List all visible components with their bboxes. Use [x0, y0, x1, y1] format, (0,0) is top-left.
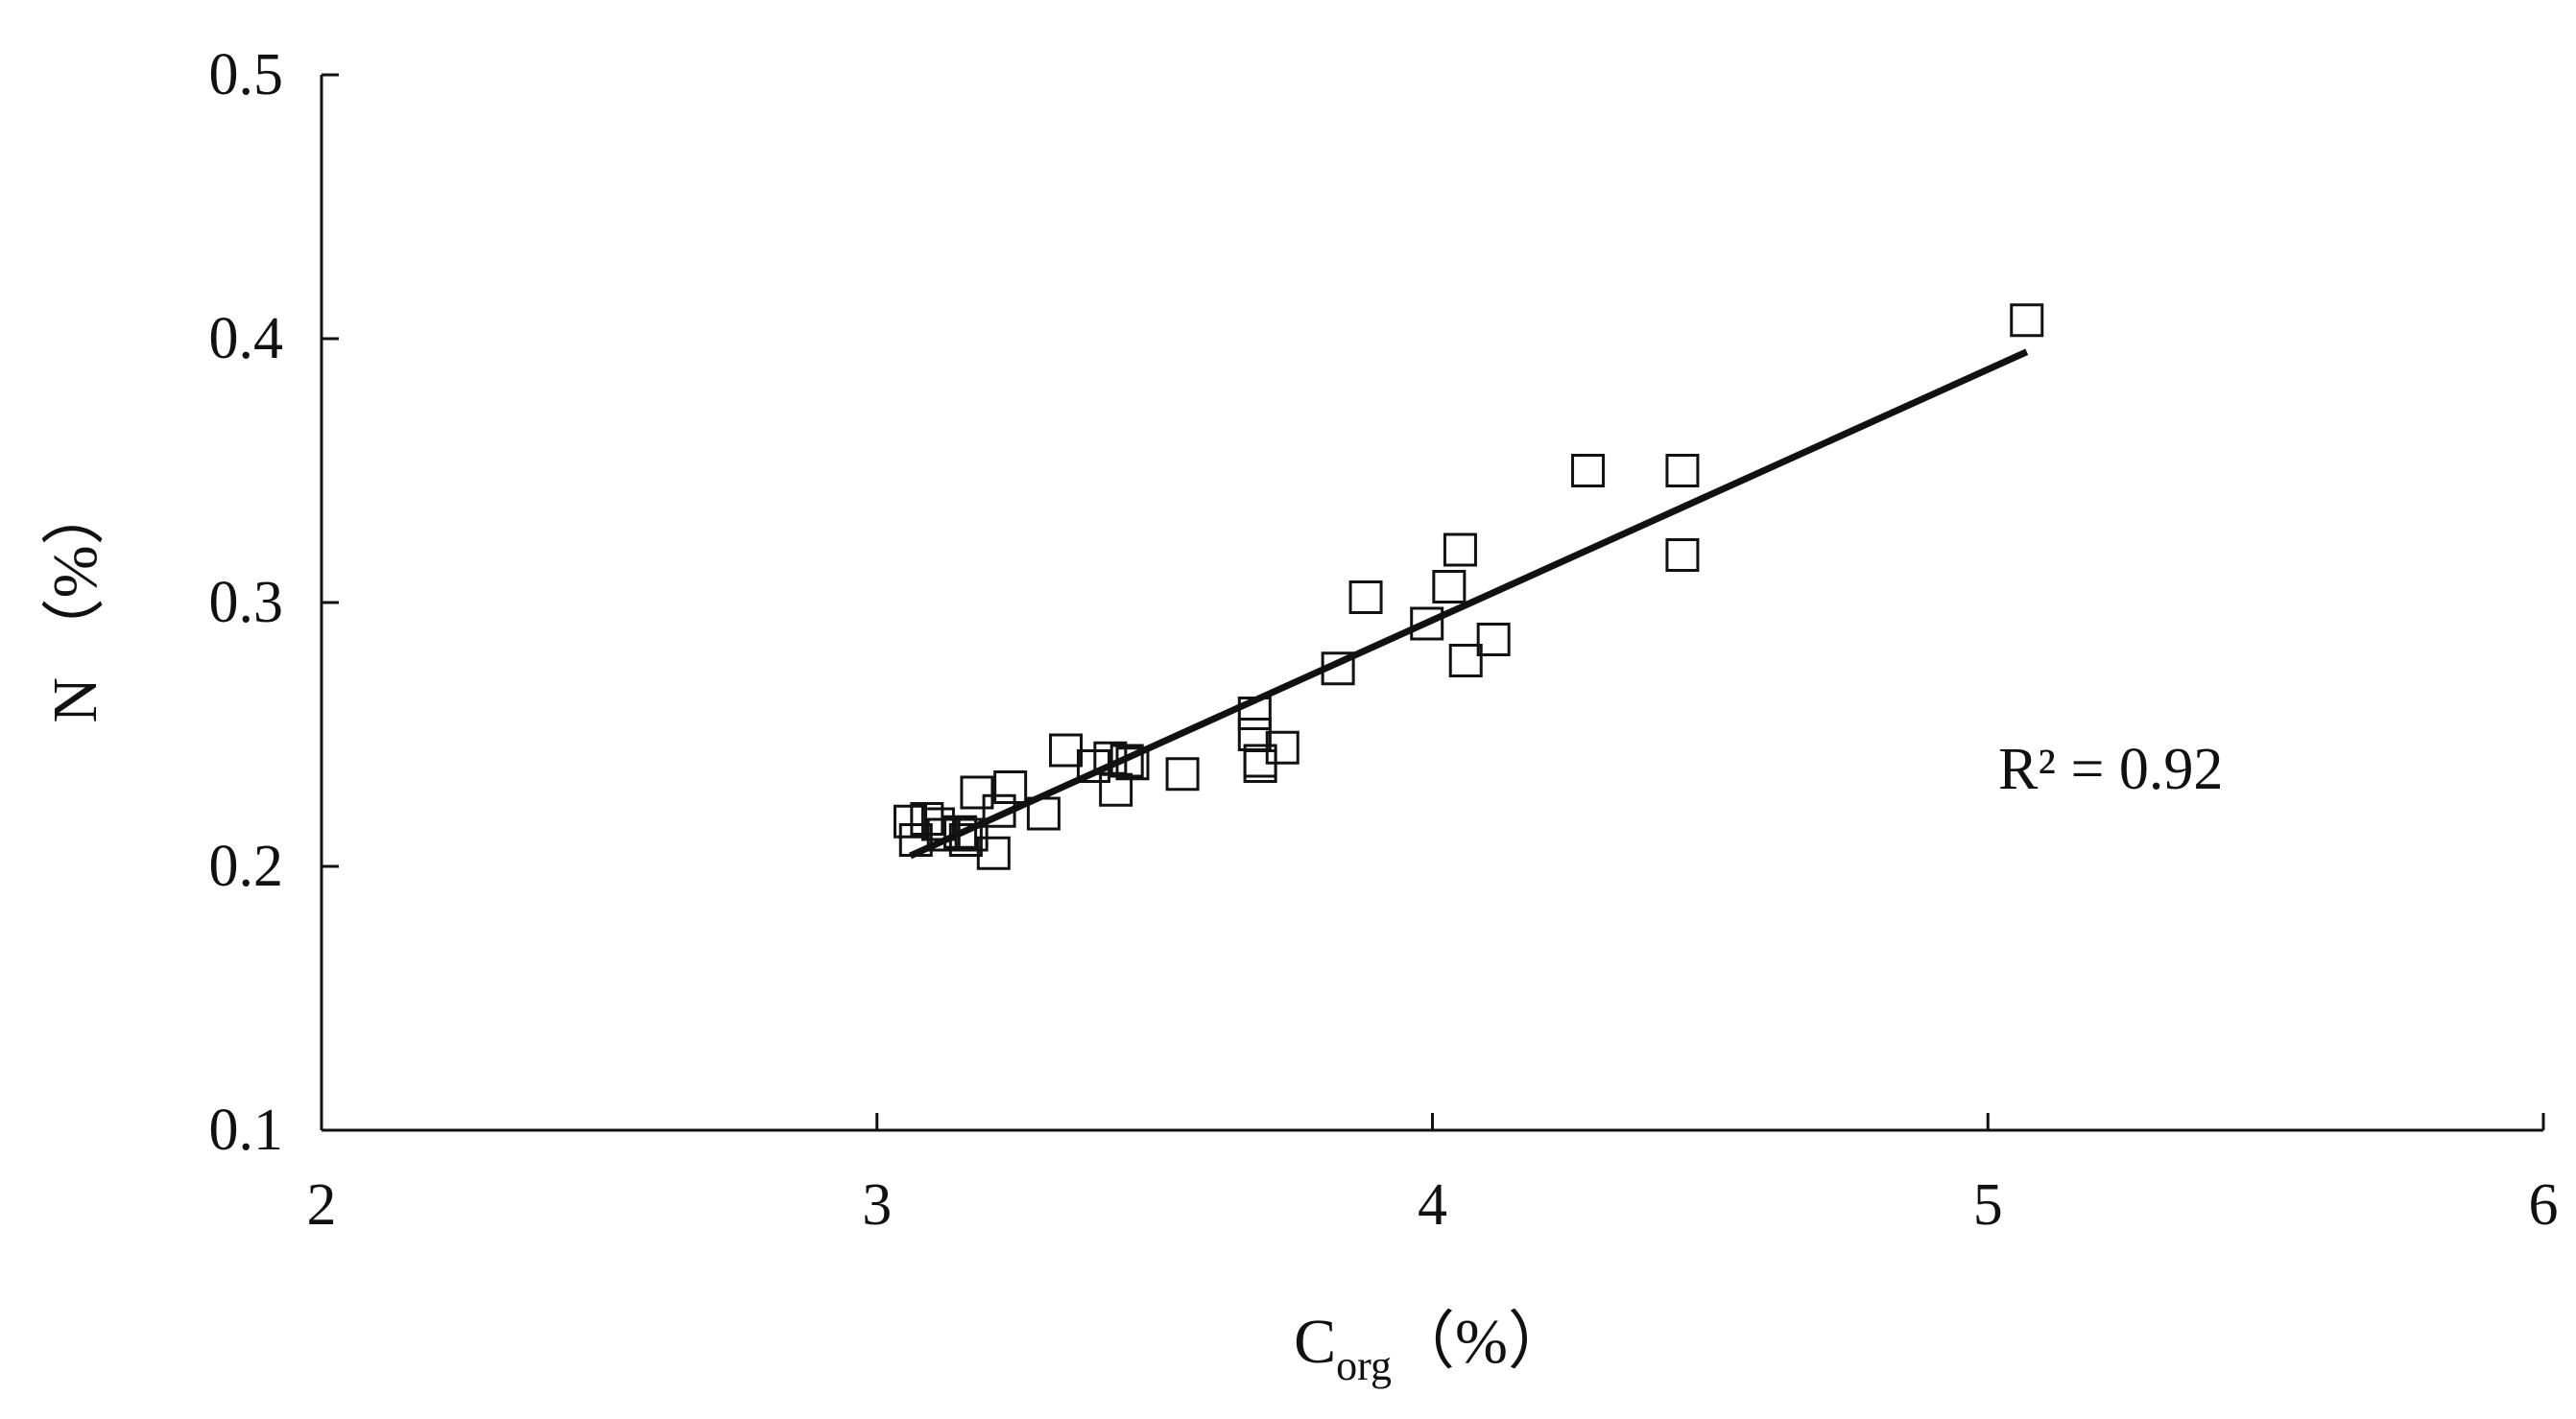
- data-point: [1571, 454, 1606, 487]
- data-point: [1432, 570, 1467, 603]
- y-tick-label: 0.1: [209, 1098, 284, 1163]
- axis-ticks: 2 3 4 5 6 0.1 0.2 0.3 0.4 0.5: [209, 42, 2559, 1238]
- data-point: [943, 815, 978, 849]
- data-point: [2010, 303, 2044, 338]
- data-point: [1665, 538, 1700, 572]
- y-tick-label: 0.2: [209, 834, 284, 899]
- y-tick-label: 0.3: [209, 570, 284, 635]
- data-point: [960, 775, 994, 810]
- x-axis-title: Corg（%）: [1294, 1307, 1571, 1389]
- data-point: [1410, 606, 1444, 641]
- x-tick-label: 2: [307, 1172, 337, 1238]
- x-axis-title-unit: （%）: [1392, 1307, 1571, 1377]
- data-point: [1165, 757, 1200, 792]
- y-tick-label: 0.5: [209, 42, 284, 107]
- data-point: [1348, 580, 1383, 614]
- data-points: [893, 303, 2044, 870]
- x-axis-title-subscript: org: [1336, 1342, 1392, 1389]
- data-point: [1665, 454, 1700, 487]
- data-point: [1243, 749, 1277, 783]
- data-point: [976, 836, 1011, 870]
- x-tick-label: 6: [2529, 1172, 2559, 1238]
- x-tick-label: 3: [862, 1172, 892, 1238]
- y-tick-label: 0.4: [209, 306, 284, 371]
- data-point: [1443, 532, 1477, 567]
- trendline: [909, 348, 2029, 860]
- data-point: [993, 770, 1028, 804]
- data-point: [1109, 744, 1144, 778]
- data-point: [1448, 644, 1483, 677]
- data-point: [1476, 623, 1511, 656]
- y-axis-title: N （%）: [40, 482, 110, 722]
- data-point: [1265, 730, 1300, 765]
- x-tick-label: 5: [1973, 1172, 2003, 1238]
- x-axis-title-main: C: [1294, 1307, 1336, 1377]
- x-tick-label: 4: [1418, 1172, 1447, 1238]
- r-squared-annotation: R² = 0.92: [1998, 737, 2223, 802]
- data-point: [1049, 733, 1084, 768]
